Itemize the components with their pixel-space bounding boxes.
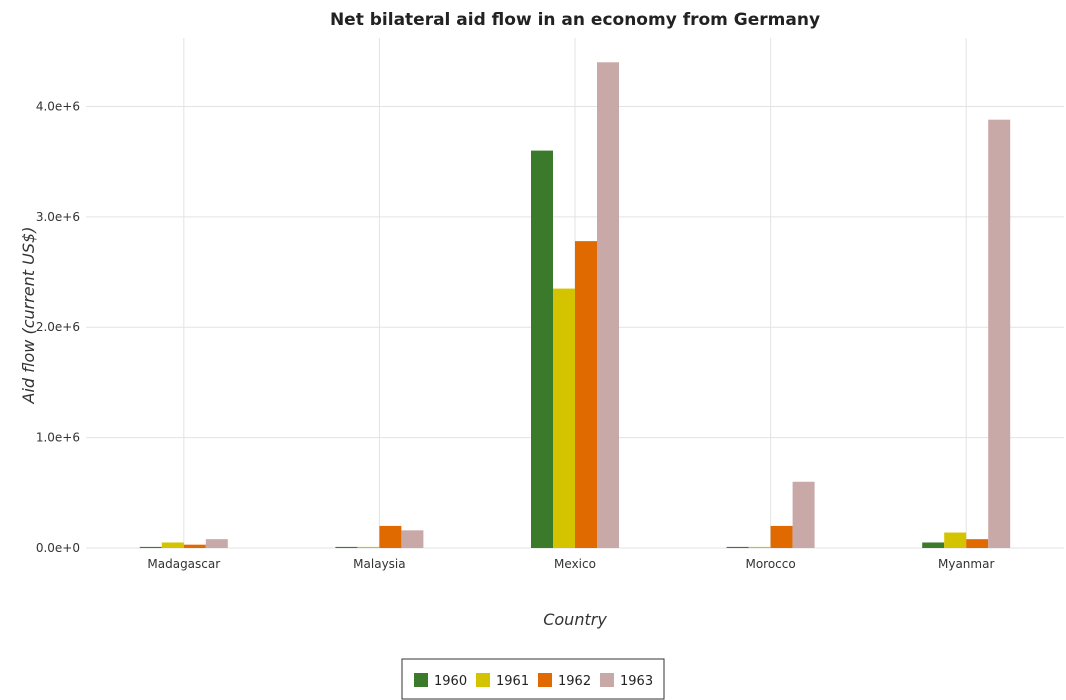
bars (139, 62, 1011, 549)
bar-1960-madagascar (139, 546, 162, 548)
legend-label-1961: 1961 (496, 674, 529, 689)
x-tick-label: Malaysia (353, 557, 405, 571)
bar-1963-morocco (792, 481, 815, 548)
x-tick-label: Madagascar (147, 557, 220, 571)
bar-1961-mexico (553, 288, 575, 548)
bar-1961-myanmar (944, 532, 967, 548)
y-axis-label: Aid flow (current US$) (19, 227, 38, 405)
bar-1961-malaysia (357, 546, 380, 548)
legend-swatch-1961 (476, 673, 490, 687)
bar-1962-mexico (575, 241, 597, 548)
bar-1962-morocco (770, 525, 793, 548)
legend-swatch-1962 (538, 673, 552, 687)
bar-1961-madagascar (161, 542, 184, 548)
legend-label-1963: 1963 (620, 674, 653, 689)
bar-1962-malaysia (379, 525, 402, 548)
bar-1962-myanmar (966, 539, 989, 548)
bar-1960-malaysia (335, 546, 358, 548)
legend-swatch-1960 (414, 673, 428, 687)
legend-label-1962: 1962 (558, 674, 591, 689)
y-tick-label: 0.0e+0 (36, 541, 80, 555)
bar-1960-morocco (726, 546, 749, 548)
chart-title: Net bilateral aid flow in an economy fro… (330, 10, 820, 30)
bar-1960-mexico (531, 150, 553, 548)
bar-1963-madagascar (205, 539, 228, 548)
bar-1963-mexico (597, 62, 619, 549)
x-axis-label: Country (543, 610, 607, 629)
legend: 1960 1961 1962 1963 (401, 658, 665, 700)
y-tick-label: 4.0e+6 (36, 99, 80, 113)
y-tick-label: 2.0e+6 (36, 320, 80, 334)
legend-label-1960: 1960 (434, 674, 467, 689)
legend-swatch-1963 (600, 673, 614, 687)
x-tick-label: Mexico (554, 557, 596, 571)
legend-box (401, 658, 665, 700)
axis-ticks: 0.0e+0 1.0e+6 2.0e+6 3.0e+6 4.0e+6 Madagascar… (36, 99, 995, 571)
bar-1963-myanmar (988, 119, 1011, 549)
x-tick-label: Myanmar (938, 557, 994, 571)
bar-1961-morocco (748, 546, 771, 548)
y-tick-label: 3.0e+6 (36, 210, 80, 224)
x-tick-label: Morocco (745, 557, 795, 571)
y-tick-label: 1.0e+6 (36, 431, 80, 445)
bar-1960-myanmar (922, 542, 945, 548)
bar-1963-malaysia (401, 530, 424, 548)
bar-1962-madagascar (183, 544, 206, 548)
